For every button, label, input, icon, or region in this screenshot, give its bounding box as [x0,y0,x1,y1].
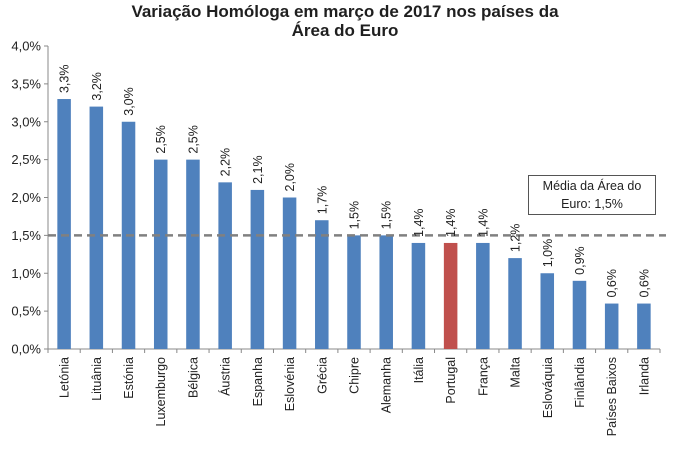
data-label: 1,4% [444,208,458,237]
bar-17 [572,280,587,349]
bar-18 [604,303,619,349]
y-tick-label: 3,0% [11,114,41,129]
category-label: Estónia [122,357,136,399]
data-label: 2,2% [219,148,233,177]
data-label: 1,4% [476,208,490,237]
bar-19 [637,303,651,349]
data-label: 2,5% [186,125,200,154]
y-tick-label: 0,0% [11,342,41,357]
category-label: Áustria [218,357,233,396]
bar-5 [186,159,200,349]
data-label: 3,3% [58,65,72,94]
category-label: Malta [509,357,523,388]
data-label: 1,5% [380,201,394,230]
y-tick-label: 3,5% [11,76,41,91]
y-tick-label: 1,0% [11,266,41,281]
data-label: 1,4% [412,208,426,237]
data-label: 3,0% [122,87,136,116]
data-label: 0,9% [573,246,587,275]
bar-2 [89,106,104,349]
data-label: 3,2% [90,72,104,101]
category-label: Bélgica [186,357,200,398]
bar-11 [379,235,393,349]
category-label: Eslováquia [541,357,555,418]
bar-6 [218,182,232,349]
y-tick-label: 1,5% [11,228,41,243]
data-label: 1,0% [541,239,555,268]
bar-13 [443,242,458,349]
data-label: 2,1% [251,155,265,184]
data-label: 1,2% [509,224,523,253]
bar-16 [540,273,555,349]
category-label: Finlândia [573,357,587,408]
bar-14 [476,242,490,349]
category-label: Países Baixos [605,357,619,436]
category-label: Lituânia [90,357,104,401]
category-label: Itália [412,357,426,383]
bar-15 [508,258,522,349]
category-label: Grécia [315,357,329,394]
data-label: 1,5% [348,201,362,230]
category-label: Chipre [348,357,362,394]
bar-10 [347,235,361,349]
average-annotation-line1: Média da Área do [542,179,642,193]
category-label: Alemanha [380,357,394,413]
category-label: Luxemburgo [154,357,168,427]
data-label: 0,6% [637,269,651,298]
bar-8 [282,197,297,349]
bar-9 [315,220,329,349]
category-label: Irlanda [637,357,651,395]
chart-title: Variação Homóloga em março de 2017 nos p… [70,2,620,40]
y-tick-label: 0,5% [11,304,41,319]
bar-4 [153,159,168,349]
data-label: 0,6% [605,269,619,298]
bar-7 [250,189,265,349]
data-label: 2,0% [283,163,297,192]
y-tick-label: 4,0% [11,39,41,54]
category-label: Portugal [444,357,458,404]
chart-title-line1: Variação Homóloga em março de 2017 nos p… [131,2,559,21]
average-annotation: Média da Área do Euro: 1,5% [528,175,656,215]
data-label: 2,5% [154,125,168,154]
data-label: 1,7% [315,186,329,215]
category-label: França [476,357,490,396]
category-label: Letónia [58,357,72,398]
bar-1 [57,99,71,350]
category-label: Espanha [251,357,265,406]
chart-title-line2: Área do Euro [291,21,399,40]
bar-12 [411,242,426,349]
category-label: Eslovénia [283,357,297,411]
average-annotation-line2: Euro: 1,5% [561,197,623,211]
y-tick-label: 2,0% [11,190,41,205]
y-tick-label: 2,5% [11,152,41,167]
